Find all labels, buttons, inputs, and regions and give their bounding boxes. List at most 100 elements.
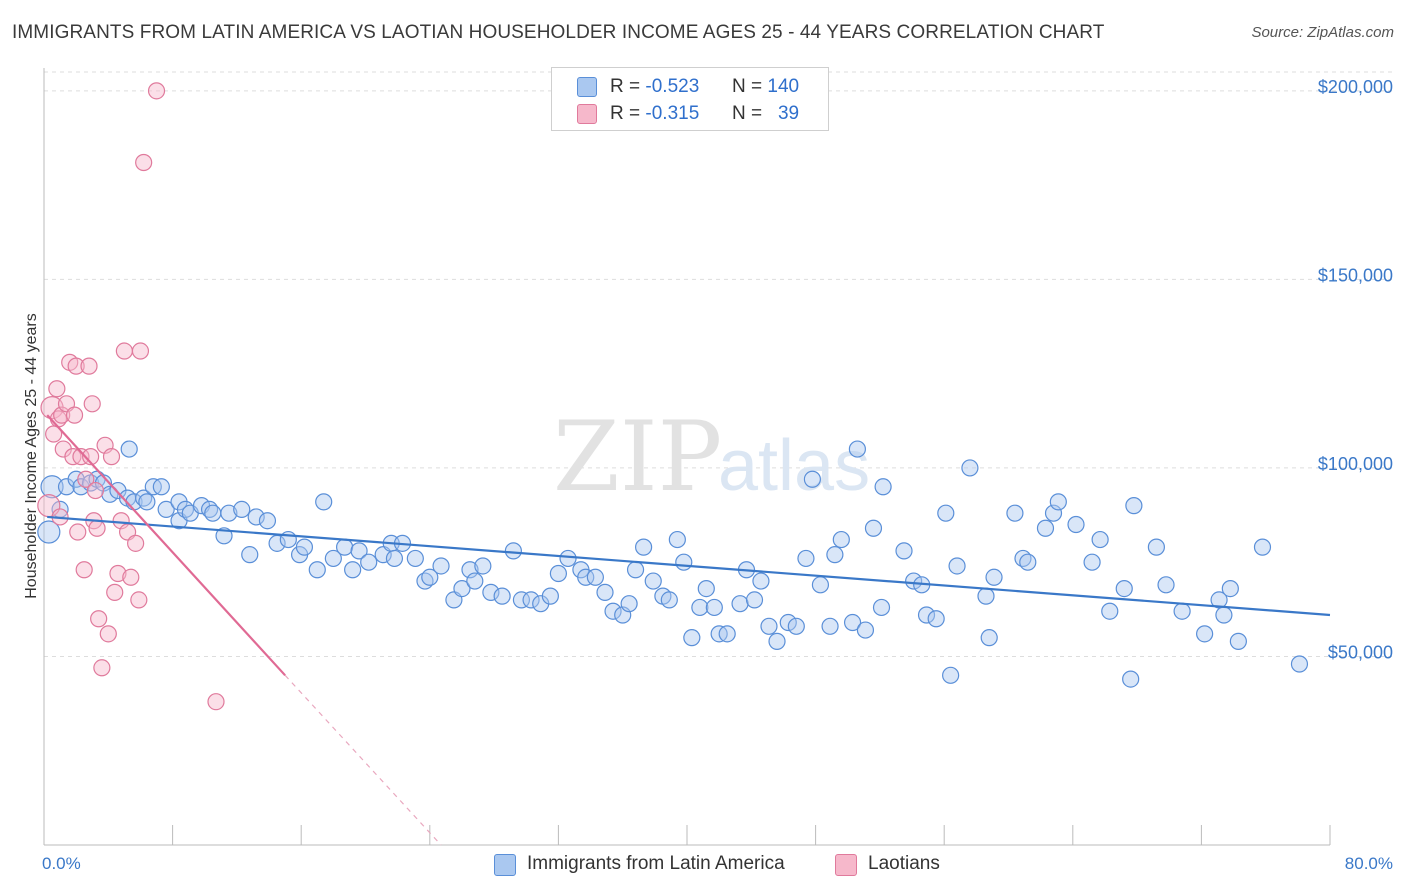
point-latin-america — [832, 530, 850, 549]
point-laotian — [131, 342, 150, 360]
point-latin-america — [768, 632, 786, 650]
point-latin-america — [138, 493, 156, 511]
point-latin-america — [559, 549, 577, 568]
x-tick-label-min: 0.0% — [42, 854, 81, 873]
trend-line-latin-america — [47, 515, 1331, 617]
point-latin-america — [1229, 632, 1247, 650]
y-tick-labels: $50,000 $100,000 $150,000 $200,000 — [1318, 77, 1393, 663]
point-laotian — [86, 481, 105, 500]
point-latin-america — [917, 606, 936, 624]
point-latin-america — [406, 549, 424, 568]
point-latin-america — [204, 504, 222, 522]
point-latin-america — [1157, 576, 1175, 594]
point-latin-america — [843, 613, 862, 632]
point-laotian — [127, 534, 145, 552]
point-latin-america — [634, 538, 653, 556]
r-label: R = — [610, 103, 641, 124]
point-latin-america — [864, 519, 883, 537]
point-latin-america — [308, 561, 326, 579]
point-latin-america — [848, 440, 866, 458]
point-latin-america — [504, 542, 522, 560]
point-laotian — [75, 561, 93, 579]
point-latin-america — [522, 591, 540, 609]
point-latin-america — [474, 557, 492, 575]
point-latin-america — [980, 629, 998, 647]
point-latin-america — [660, 591, 678, 609]
point-laotian — [69, 523, 87, 541]
point-laotian — [135, 153, 153, 172]
point-laotian — [109, 564, 127, 583]
point-laotian — [147, 82, 166, 100]
point-latin-america — [787, 617, 805, 635]
point-latin-america — [385, 549, 404, 568]
point-latin-america — [1101, 602, 1119, 620]
point-latin-america — [233, 500, 251, 519]
point-latin-america — [1173, 602, 1191, 620]
point-latin-america — [760, 617, 778, 635]
point-latin-america — [577, 568, 595, 586]
point-latin-america — [745, 591, 764, 609]
point-latin-america — [948, 557, 966, 575]
point-laotian — [115, 342, 133, 360]
point-latin-america — [324, 549, 342, 568]
point-latin-america — [752, 572, 770, 590]
chart-title: IMMIGRANTS FROM LATIN AMERICA VS LAOTIAN… — [12, 22, 1105, 43]
watermark: ZIP atlas — [553, 401, 870, 513]
legend-swatch-pink — [577, 104, 597, 124]
point-latin-america — [1083, 553, 1101, 571]
point-latin-america — [453, 579, 471, 598]
point-latin-america — [1006, 504, 1024, 522]
legend-swatch-pink — [835, 854, 857, 876]
point-latin-america — [344, 561, 362, 579]
point-latin-america — [493, 587, 511, 605]
point-latin-america — [718, 625, 736, 643]
point-latin-america — [258, 512, 277, 530]
axes — [43, 68, 1331, 846]
point-latin-america — [466, 572, 484, 590]
y-tick-label: $100,000 — [1318, 454, 1393, 474]
legend-label: Immigrants from Latin America — [527, 853, 785, 874]
point-latin-america — [432, 557, 450, 575]
point-laotian — [122, 568, 140, 586]
point-latin-america — [461, 561, 479, 579]
point-latin-america — [512, 591, 531, 609]
n-label: N = — [732, 103, 763, 124]
trend-line-laotians — [46, 414, 286, 677]
correlation-legend: R = -0.523 N = 140 R = -0.315 N = 39 — [551, 67, 829, 131]
watermark-zip: ZIP — [553, 401, 722, 513]
y-tick-label: $50,000 — [1328, 642, 1393, 662]
point-latin-america — [152, 478, 170, 496]
point-latin-america — [821, 617, 839, 635]
point-laotian — [99, 625, 117, 643]
n-value: 140 — [767, 76, 800, 97]
point-latin-america — [691, 598, 709, 617]
point-laotian — [88, 519, 106, 537]
x-tick-label-max: 80.0% — [1345, 854, 1393, 873]
point-laotian — [207, 693, 225, 711]
point-latin-america — [37, 520, 61, 544]
point-latin-america — [856, 621, 875, 639]
point-laotian — [72, 448, 90, 466]
point-latin-america — [1044, 504, 1063, 522]
point-latin-america — [586, 568, 604, 586]
point-latin-america — [697, 579, 715, 598]
source-credit: Source: ZipAtlas.com — [1251, 24, 1394, 41]
point-laotian — [53, 406, 71, 424]
point-laotian — [77, 470, 95, 488]
point-latin-america — [421, 568, 439, 586]
point-latin-america — [705, 598, 723, 617]
n-value: 39 — [777, 103, 800, 124]
point-latin-america — [1253, 538, 1272, 556]
y-axis-label: Householder Income Ages 25 - 44 years — [23, 313, 40, 599]
point-latin-america — [675, 553, 693, 571]
point-latin-america — [905, 572, 923, 590]
point-latin-america — [1125, 497, 1143, 515]
point-latin-america — [803, 470, 821, 488]
point-latin-america — [1115, 579, 1133, 598]
trend-line-laotians-extension — [284, 674, 442, 846]
point-laotian — [65, 406, 84, 424]
point-latin-america — [1091, 530, 1109, 549]
legend-row-latin-america: R = -0.523 N = 140 — [552, 74, 828, 100]
point-laotian — [80, 357, 98, 375]
